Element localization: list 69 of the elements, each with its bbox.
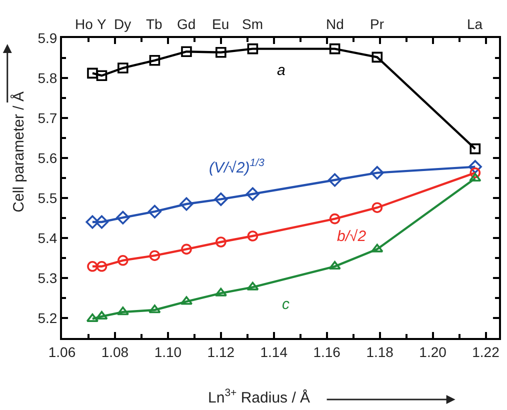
text: La	[467, 16, 483, 32]
point	[247, 230, 258, 242]
point	[116, 210, 130, 224]
point	[246, 282, 259, 290]
point	[372, 52, 383, 63]
text: Dy	[114, 16, 132, 32]
point	[87, 68, 98, 79]
point	[96, 261, 108, 272]
point	[372, 202, 383, 213]
point	[96, 70, 108, 81]
y-tick-label: 5.4	[38, 230, 58, 246]
x-tick-label: 1.16	[313, 344, 341, 360]
point	[469, 173, 482, 182]
text: Ho	[75, 16, 94, 32]
x-axis-title: Ln$^{3+}$ Radius / Å	[208, 387, 310, 406]
x-tick-label: 1.12	[207, 344, 235, 360]
point	[371, 244, 384, 252]
point	[246, 187, 260, 201]
x-tick-label: 1.18	[366, 344, 394, 360]
point	[328, 261, 341, 270]
point	[118, 255, 128, 266]
point	[214, 192, 228, 206]
text: Nd	[326, 16, 344, 32]
series-label: c	[282, 296, 290, 313]
y-axis-title: Cell parameter / Å	[9, 91, 28, 212]
y-tick-label: 5.9	[38, 30, 58, 46]
point	[87, 261, 98, 272]
point	[118, 62, 128, 74]
text: Y	[97, 16, 107, 32]
point	[247, 43, 258, 54]
point	[216, 236, 226, 248]
x-tick-label: 1.22	[472, 344, 500, 360]
y-tick-label: 5.6	[38, 150, 58, 166]
point	[329, 43, 340, 54]
y-tick-label: 5.3	[38, 270, 58, 286]
point	[94, 215, 108, 229]
point	[149, 55, 160, 66]
x-tick-label: 1.06	[48, 344, 76, 360]
y-tick-label: 5.2	[38, 310, 58, 326]
point	[329, 213, 340, 224]
point	[149, 250, 160, 261]
point	[370, 166, 384, 180]
point	[470, 143, 481, 154]
text: Gd	[177, 16, 196, 32]
point	[180, 197, 194, 211]
x-tick-label: 1.20	[419, 344, 447, 360]
point	[470, 167, 481, 178]
series-label: b/√2	[337, 228, 367, 245]
x-tick-label: 1.10	[154, 344, 182, 360]
x-tick-label: 1.08	[101, 344, 129, 360]
x-tick-label: 1.14	[260, 344, 288, 360]
text: Tb	[146, 16, 163, 32]
y-tick-label: 5.5	[38, 190, 58, 206]
legend-label: a	[277, 62, 286, 79]
text: Pr	[370, 16, 384, 32]
point	[96, 311, 108, 320]
text: Eu	[212, 16, 230, 32]
point	[468, 160, 482, 174]
point	[328, 173, 342, 187]
y-tick-label: 5.8	[38, 70, 58, 86]
point	[86, 215, 100, 229]
y-tick-label: 5.7	[38, 110, 58, 126]
point	[216, 47, 226, 58]
point	[148, 304, 161, 314]
point	[181, 46, 192, 57]
point	[181, 244, 192, 255]
point	[148, 204, 162, 218]
text: Sm	[242, 16, 263, 32]
series-label: (V/√2)$^{1/3}$	[209, 157, 265, 176]
